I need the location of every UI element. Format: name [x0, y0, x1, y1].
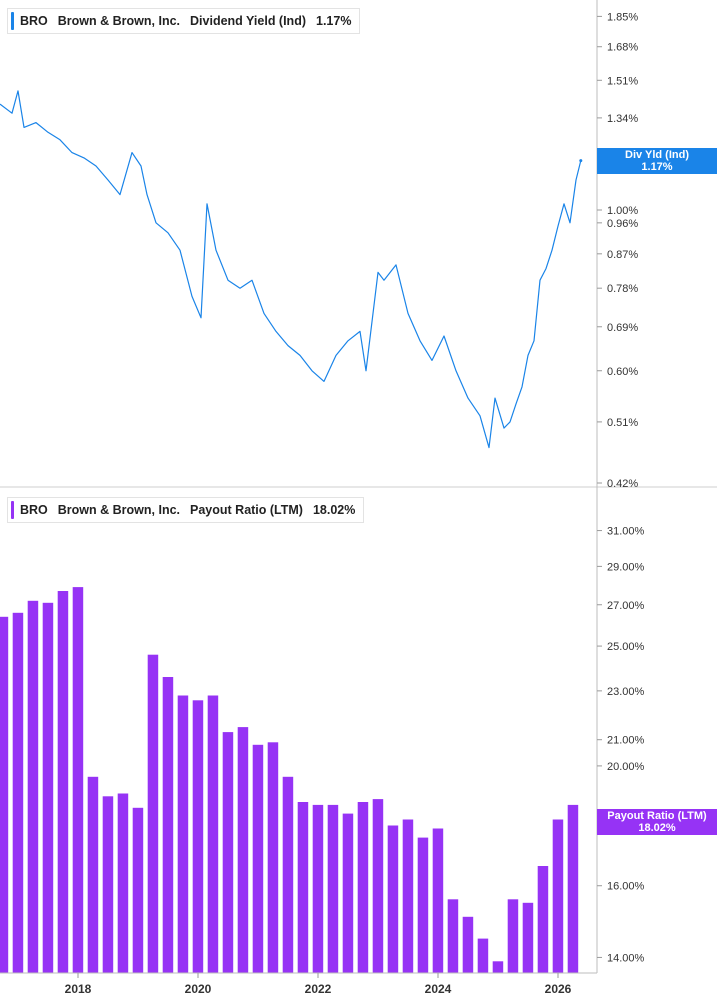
payout-bar	[252, 744, 264, 973]
payout-bar	[147, 654, 159, 973]
legend-value: 1.17%	[316, 14, 352, 28]
payout-bar	[177, 695, 189, 973]
y-tick-label: 14.00%	[607, 952, 645, 964]
payout-bar	[462, 916, 474, 973]
y-tick-label: 1.68%	[607, 42, 638, 54]
payout-bar	[537, 866, 549, 973]
y-tick-label: 31.00%	[607, 526, 645, 538]
payout-bar	[117, 793, 129, 973]
payout-bar	[477, 938, 489, 973]
payout-bar	[522, 902, 534, 973]
y-tick-label: 16.00%	[607, 881, 645, 893]
flag-value: 1.17%	[641, 160, 673, 173]
payout-bar	[237, 727, 249, 973]
payout-bar	[102, 796, 114, 973]
flag-value: 18.02%	[638, 822, 676, 835]
y-tick-label: 25.00%	[607, 641, 645, 653]
legend-ticker: BRO	[20, 503, 48, 517]
payout-bar	[132, 807, 144, 973]
payout-bar	[567, 804, 579, 973]
flag-name: Payout Ratio (LTM)	[607, 810, 707, 823]
legend-ticker: BRO	[20, 14, 48, 28]
payout-bar	[87, 776, 99, 973]
payout-bar	[72, 587, 84, 973]
y-tick-label: 29.00%	[607, 561, 645, 573]
y-tick-label: 0.78%	[607, 283, 638, 295]
legend-metric: Dividend Yield (Ind)	[190, 14, 306, 28]
x-tick-label: 2022	[305, 982, 332, 996]
x-tick-label: 2018	[65, 982, 92, 996]
payout-bar	[402, 819, 414, 973]
payout-bar	[327, 804, 339, 973]
current-yield-flag: Div Yld (Ind) 1.17%	[597, 147, 717, 174]
x-tick-label: 2024	[425, 982, 452, 996]
legend-metric: Payout Ratio (LTM)	[190, 503, 303, 517]
y-tick-label: 0.60%	[607, 366, 638, 378]
payout-bar	[552, 819, 564, 973]
y-tick-label: 0.96%	[607, 218, 638, 230]
series-color-icon	[11, 12, 14, 30]
payout-bar	[267, 742, 279, 973]
y-tick-label: 23.00%	[607, 686, 645, 698]
payout-ratio-panel	[0, 587, 579, 973]
dividend-yield-legend[interactable]: BRO Brown & Brown, Inc. Dividend Yield (…	[7, 8, 361, 34]
payout-bar	[357, 802, 369, 973]
legend-value: 18.02%	[312, 503, 356, 517]
y-tick-label: 0.69%	[607, 322, 638, 334]
payout-bar	[12, 612, 24, 973]
y-tick-label: 1.51%	[607, 75, 638, 87]
payout-bar	[312, 804, 324, 973]
payout-bar	[432, 828, 444, 973]
payout-bar	[0, 616, 9, 973]
y-tick-label: 0.51%	[607, 417, 638, 429]
y-tick-label: 27.00%	[607, 600, 645, 612]
y-tick-label: 0.42%	[607, 478, 638, 490]
current-payout-flag: Payout Ratio (LTM) 18.02%	[597, 809, 717, 836]
payout-bar	[447, 899, 459, 973]
payout-bar	[207, 695, 219, 973]
payout-bar	[222, 732, 234, 973]
x-tick-label: 2020	[185, 982, 212, 996]
payout-bar	[57, 591, 69, 973]
payout-bar	[162, 677, 174, 973]
payout-bar	[507, 899, 519, 973]
y-tick-label: 1.85%	[607, 11, 638, 23]
legend-company: Brown & Brown, Inc.	[57, 503, 181, 517]
payout-bar	[192, 700, 204, 973]
dividend-yield-line	[0, 90, 582, 449]
payout-bar	[492, 961, 504, 973]
payout-bar	[282, 776, 294, 973]
last-point-marker	[579, 159, 583, 163]
payout-bar	[27, 600, 39, 973]
payout-bar	[417, 837, 429, 973]
payout-ratio-legend[interactable]: BRO Brown & Brown, Inc. Payout Ratio (LT…	[7, 497, 365, 523]
flag-name: Div Yld (Ind)	[625, 148, 689, 161]
payout-bar	[342, 813, 354, 973]
y-tick-label: 20.00%	[607, 761, 645, 773]
y-tick-label: 0.87%	[607, 249, 638, 261]
legend-company: Brown & Brown, Inc.	[57, 14, 181, 28]
payout-bar	[297, 802, 309, 973]
y-tick-label: 1.34%	[607, 113, 638, 125]
y-tick-label: 21.00%	[607, 735, 645, 747]
payout-bar	[42, 602, 54, 973]
dividend-yield-panel	[0, 90, 583, 449]
payout-bar	[372, 799, 384, 973]
x-tick-label: 2026	[545, 982, 572, 996]
y-tick-label: 1.00%	[607, 205, 638, 217]
series-color-icon	[11, 501, 14, 519]
payout-bar	[387, 825, 399, 973]
